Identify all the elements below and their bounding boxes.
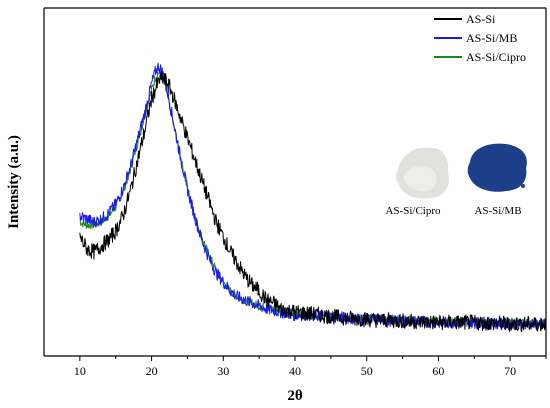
legend: AS-Si AS-Si/MB AS-Si/Cipro — [434, 12, 526, 64]
legend-label-as-si-cipro: AS-Si/Cipro — [466, 50, 526, 64]
legend-label-as-si-mb: AS-Si/MB — [466, 31, 517, 45]
x-tick-label: 30 — [217, 364, 229, 378]
x-tick-label: 50 — [361, 364, 373, 378]
x-tick-label: 40 — [289, 364, 301, 378]
mb-powder-image — [467, 143, 527, 192]
inset-photos: AS-Si/Cipro AS-Si/MB — [385, 143, 527, 217]
series-line-as-si — [79, 70, 547, 333]
x-axis-title: 2θ — [287, 388, 303, 404]
x-tick-label: 70 — [504, 364, 516, 378]
inset-label-cipro: AS-Si/Cipro — [385, 205, 441, 217]
cipro-powder-shade — [404, 166, 437, 192]
inset-label-mb: AS-Si/MB — [474, 205, 521, 217]
legend-label-as-si: AS-Si — [466, 12, 496, 26]
x-axis-ticks: 10 20 30 40 50 60 70 — [74, 356, 547, 378]
series-layer — [79, 62, 547, 333]
mb-powder-fleck — [517, 178, 523, 184]
y-axis-title: Intensity (a.u.) — [6, 135, 22, 229]
mb-powder-fleck — [521, 184, 525, 188]
x-tick-label: 20 — [146, 364, 158, 378]
x-tick-label: 10 — [74, 364, 86, 378]
x-tick-label: 60 — [432, 364, 444, 378]
